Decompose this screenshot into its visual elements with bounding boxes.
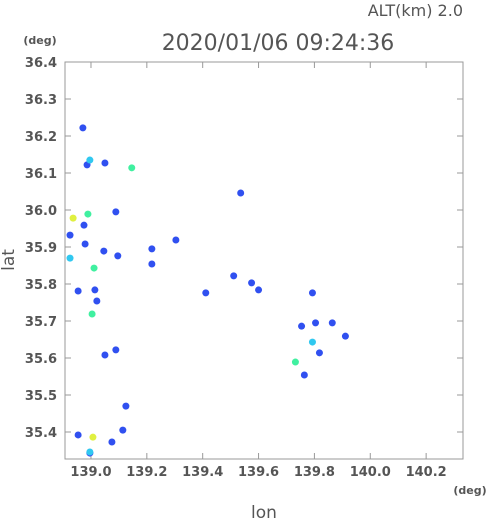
point bbox=[148, 260, 156, 268]
point bbox=[112, 208, 120, 216]
altitude-label: ALT(km) 2.0 bbox=[368, 1, 463, 20]
point bbox=[74, 287, 82, 295]
x-tick-label: 139.8 bbox=[294, 465, 335, 480]
point bbox=[291, 358, 299, 366]
point bbox=[101, 159, 109, 167]
point bbox=[90, 264, 98, 272]
point bbox=[112, 346, 120, 354]
point bbox=[79, 124, 87, 132]
y-tick-label: 36.4 bbox=[25, 56, 57, 71]
point bbox=[86, 448, 94, 456]
y-tick-label: 35.8 bbox=[25, 278, 57, 293]
point bbox=[312, 319, 320, 327]
x-tick-label: 139.4 bbox=[182, 465, 223, 480]
point bbox=[89, 433, 97, 441]
y-tick-label: 36.0 bbox=[25, 204, 57, 219]
y-tick-label: 35.4 bbox=[25, 426, 57, 441]
point bbox=[69, 214, 77, 222]
x-tick-label: 139.0 bbox=[70, 465, 111, 480]
point bbox=[80, 221, 88, 229]
x-axis-label: lon bbox=[251, 503, 277, 521]
point bbox=[84, 210, 92, 218]
x-tick-label: 139.2 bbox=[126, 465, 167, 480]
x-tick-label: 140.0 bbox=[350, 465, 391, 480]
point bbox=[148, 245, 156, 253]
point bbox=[122, 402, 130, 410]
y-unit: (deg) bbox=[23, 34, 56, 47]
point bbox=[248, 279, 256, 287]
point bbox=[93, 297, 101, 305]
y-tick-label: 35.5 bbox=[25, 389, 57, 404]
y-tick-label: 36.1 bbox=[25, 167, 57, 182]
point bbox=[230, 272, 238, 280]
point bbox=[315, 349, 323, 357]
y-tick-label: 35.9 bbox=[25, 241, 57, 256]
point bbox=[128, 164, 136, 172]
point bbox=[328, 319, 336, 327]
point bbox=[308, 289, 316, 297]
y-tick-label: 35.6 bbox=[25, 352, 57, 367]
point bbox=[308, 338, 316, 346]
point bbox=[237, 189, 245, 197]
x-tick-label: 140.2 bbox=[406, 465, 447, 480]
point bbox=[74, 431, 82, 439]
point bbox=[341, 332, 349, 340]
y-axis-label: lat bbox=[0, 249, 19, 271]
point bbox=[300, 371, 308, 379]
y-tick-label: 35.7 bbox=[25, 315, 57, 330]
point bbox=[91, 286, 99, 294]
y-tick-label: 36.2 bbox=[25, 130, 57, 145]
point bbox=[114, 252, 122, 260]
point bbox=[108, 438, 116, 446]
point bbox=[101, 351, 109, 359]
point bbox=[88, 310, 96, 318]
point bbox=[202, 289, 210, 297]
x-unit: (deg) bbox=[453, 484, 486, 497]
point bbox=[255, 286, 263, 294]
point bbox=[100, 247, 108, 255]
point bbox=[66, 231, 74, 239]
point bbox=[81, 240, 89, 248]
point bbox=[66, 254, 74, 262]
point bbox=[86, 156, 94, 164]
chart-title: 2020/01/06 09:24:36 bbox=[162, 31, 395, 56]
x-tick-label: 139.6 bbox=[238, 465, 279, 480]
point bbox=[119, 426, 127, 434]
point bbox=[298, 322, 306, 330]
point bbox=[172, 236, 180, 244]
plot-frame bbox=[64, 61, 464, 460]
y-tick-label: 36.3 bbox=[25, 93, 57, 108]
